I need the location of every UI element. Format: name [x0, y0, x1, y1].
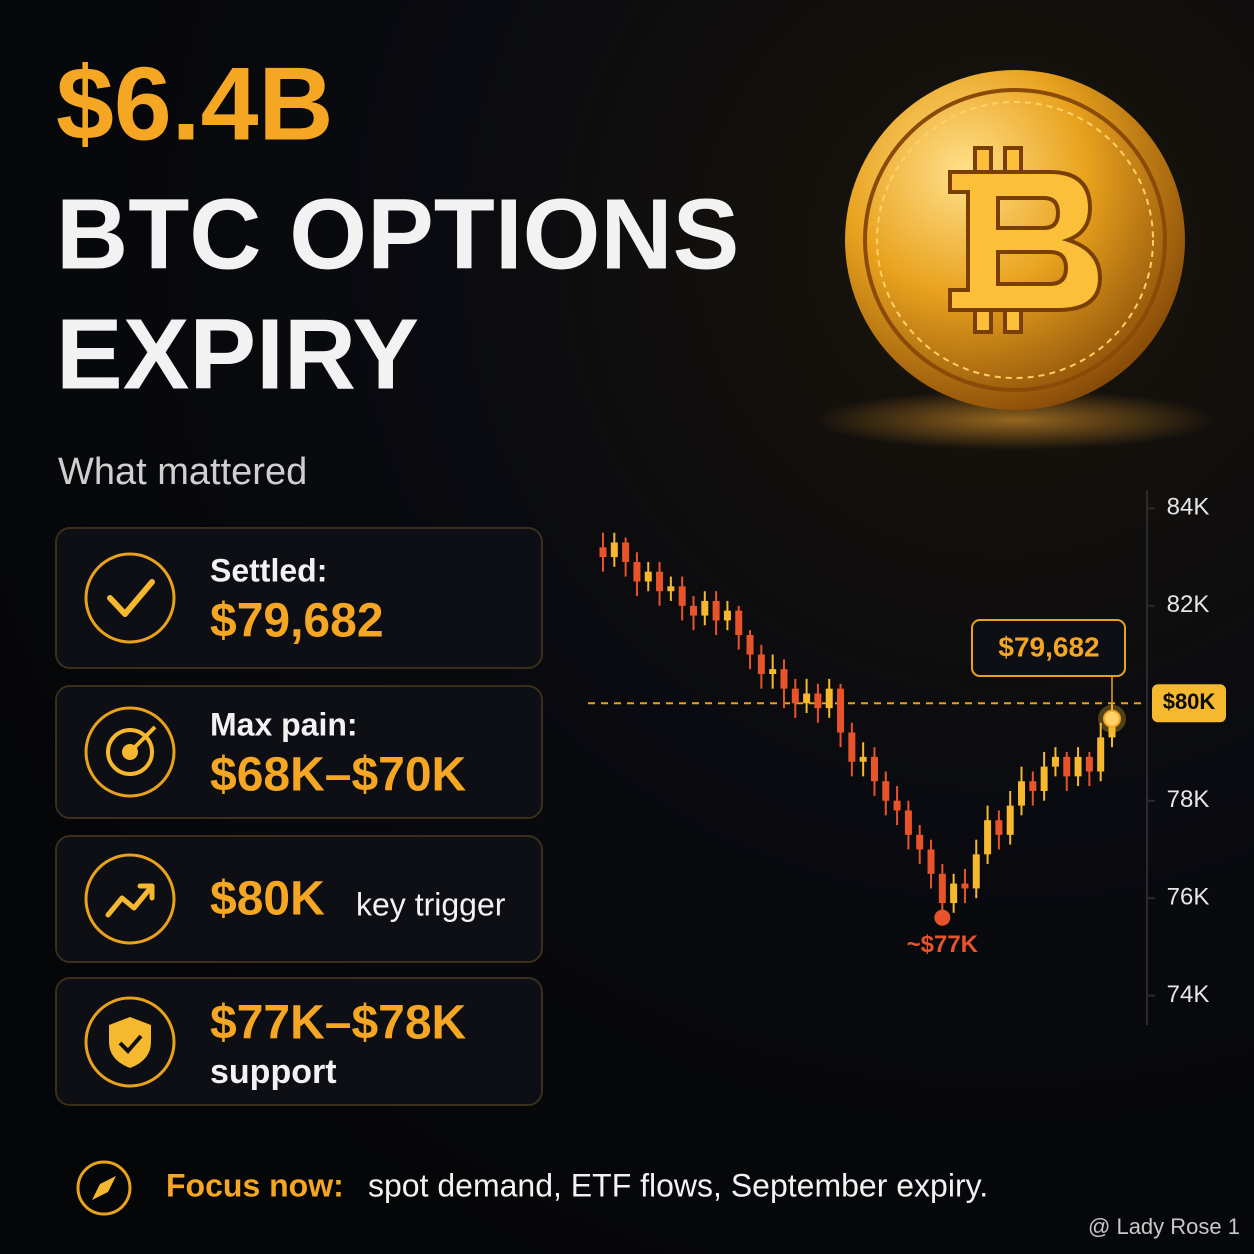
settled-marker — [1103, 709, 1121, 728]
candlestick-chart: 84K 82K 78K 76K 74K $80K ~$77K $79,682 — [588, 494, 1226, 1008]
candle-body — [701, 600, 709, 616]
settled-label: $79,682 — [998, 631, 1099, 662]
candle-body — [1063, 756, 1071, 777]
candle-body — [769, 669, 777, 675]
y-tick-label: 74K — [1167, 981, 1210, 1008]
card-label: support — [210, 1053, 337, 1091]
candle-body — [678, 586, 686, 606]
card: Max pain: $68K–$70K — [55, 685, 543, 819]
card-label: Settled: — [210, 552, 327, 588]
candle-body — [644, 571, 652, 582]
candle-body — [1051, 756, 1059, 767]
candle-body — [633, 561, 641, 582]
watermark: @ Lady Rose 1 — [1088, 1214, 1240, 1239]
candle-body — [961, 883, 969, 889]
card-value: $80K — [210, 873, 325, 926]
candle-body — [667, 586, 675, 592]
candle-body — [599, 547, 607, 558]
candle-body — [780, 669, 788, 689]
low-annotation: ~$77K — [907, 931, 979, 958]
card: $77K–$78K support — [55, 977, 543, 1106]
candle-body — [735, 610, 743, 636]
candle-body — [1029, 781, 1037, 791]
card-value: $68K–$70K — [210, 749, 467, 802]
key-level-label: $80K — [1163, 689, 1216, 714]
candle-body — [1097, 737, 1105, 772]
candle-body — [610, 542, 618, 558]
candle-body — [972, 854, 980, 889]
card-value: $77K–$78K — [210, 997, 467, 1050]
title-line: EXPIRY — [56, 298, 419, 410]
candle-body — [1006, 805, 1014, 835]
candle-body — [893, 800, 901, 811]
candle-body — [723, 610, 731, 621]
title-line: BTC OPTIONS — [56, 178, 739, 290]
headline: $6.4B — [56, 46, 334, 162]
candle-body — [622, 542, 630, 562]
candle-body — [882, 781, 890, 801]
candle-body — [938, 873, 946, 904]
candle-body — [870, 756, 878, 782]
y-tick-label: 82K — [1167, 591, 1210, 618]
card-value: $79,682 — [210, 595, 384, 648]
candle-body — [746, 635, 754, 655]
focus-label: Focus now: — [166, 1167, 344, 1203]
card-label: key trigger — [356, 886, 506, 922]
card: $80K key trigger — [55, 835, 543, 963]
card: Settled: $79,682 — [55, 527, 543, 669]
candle-body — [1074, 756, 1082, 777]
candle-body — [814, 693, 822, 709]
candle-body — [656, 571, 664, 592]
candle-body — [904, 810, 912, 835]
y-tick-label: 76K — [1167, 884, 1210, 911]
candle-body — [825, 688, 833, 709]
y-tick-label: 78K — [1167, 786, 1210, 813]
y-tick-label: 84K — [1167, 494, 1210, 521]
section-label: What mattered — [58, 451, 307, 493]
bitcoin-coin — [845, 70, 1185, 410]
low-marker — [934, 909, 951, 926]
candle-body — [1040, 766, 1048, 791]
candle-body — [927, 849, 935, 874]
candle-body — [984, 820, 992, 855]
candle-body — [916, 834, 924, 850]
candle-body — [995, 820, 1003, 835]
candle-body — [950, 883, 958, 904]
key-level-badge — [1152, 684, 1226, 723]
card-label: Max pain: — [210, 706, 358, 742]
candle-body — [1018, 781, 1026, 806]
candle-body — [689, 605, 697, 616]
candle-body — [757, 654, 765, 675]
coin-glow — [815, 390, 1215, 450]
candle-body — [837, 688, 845, 733]
candle-body — [712, 600, 720, 621]
settled-box — [971, 619, 1126, 677]
focus-text: spot demand, ETF flows, September expiry… — [368, 1167, 988, 1203]
candle-body — [803, 693, 811, 704]
candle-body — [1085, 756, 1093, 772]
compass-icon — [76, 1160, 132, 1216]
candle-body — [859, 756, 867, 762]
candle-body — [791, 688, 799, 704]
candle-body — [848, 732, 856, 762]
